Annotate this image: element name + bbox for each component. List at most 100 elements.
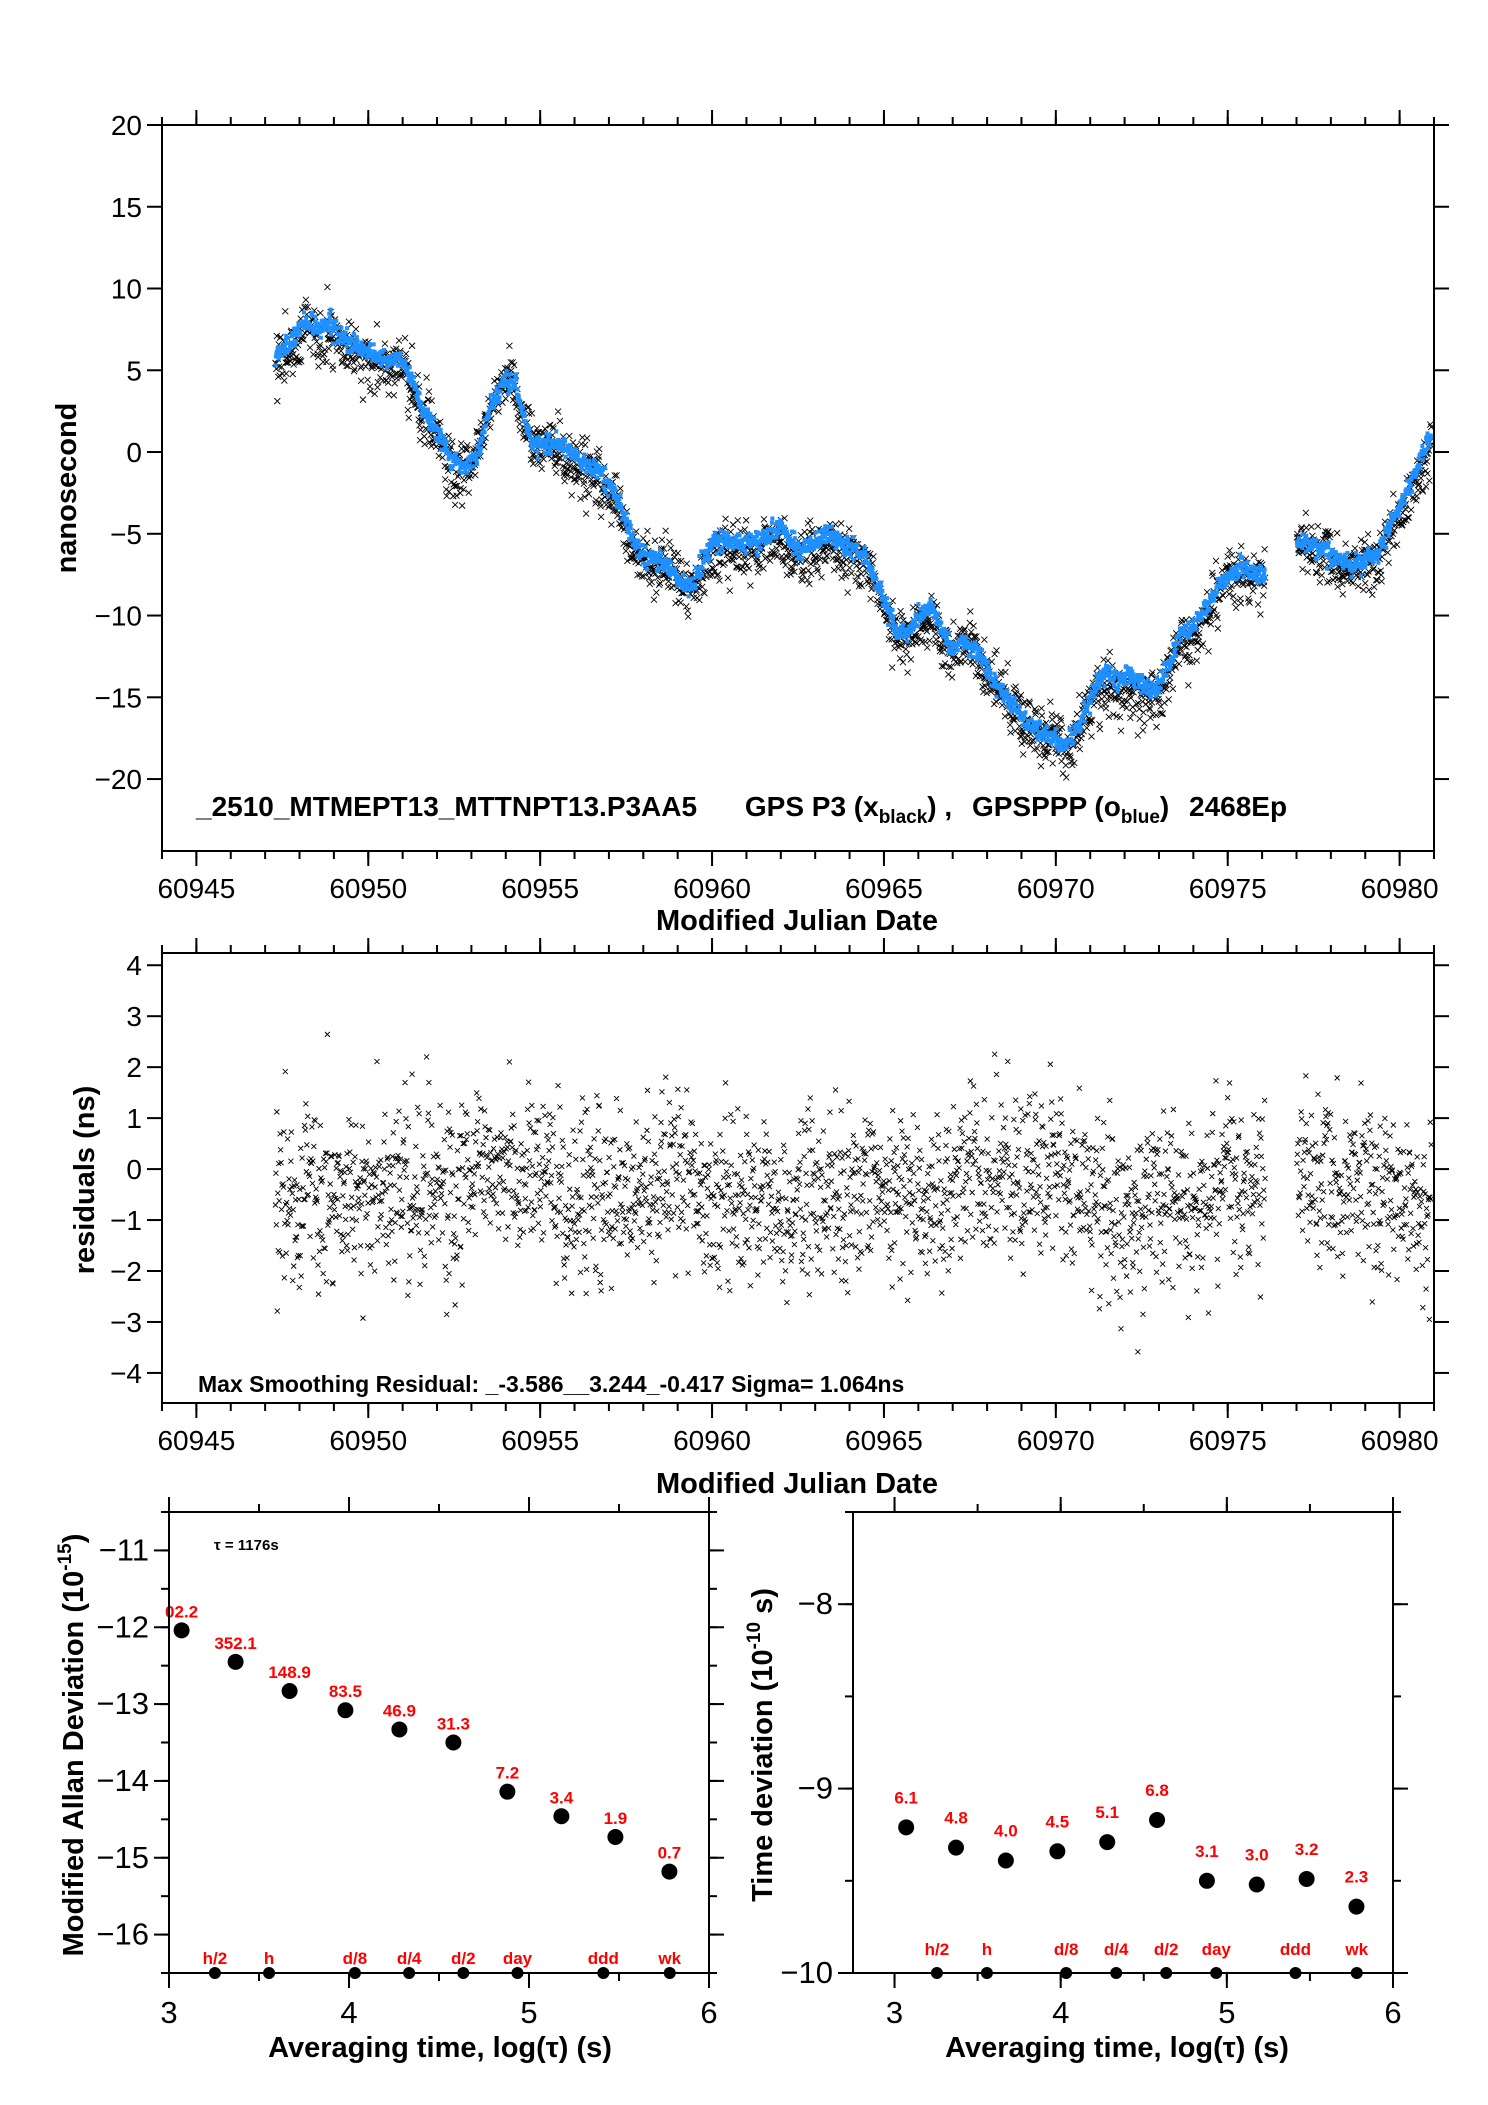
ppp-point — [1046, 737, 1051, 742]
p3-point — [1299, 565, 1306, 573]
p3-point — [945, 671, 952, 678]
p3-point — [552, 469, 560, 477]
ppp-point — [693, 582, 698, 587]
ppp-point — [653, 551, 658, 556]
p3-point — [1407, 506, 1415, 514]
ppp-point — [758, 546, 763, 551]
ppp-point — [1053, 727, 1058, 732]
p3-point — [325, 345, 333, 352]
p3-point — [1377, 571, 1385, 579]
ppp-point — [1263, 575, 1268, 580]
ppp-point — [1082, 719, 1087, 724]
p3-point — [1308, 523, 1315, 531]
p3-point — [1147, 714, 1154, 722]
ppp-point — [912, 619, 917, 624]
x-tick-label: 60960 — [673, 873, 751, 904]
ppp-point — [627, 519, 632, 524]
ppp-point — [304, 315, 309, 320]
x-tick-label: 60965 — [845, 873, 923, 904]
ppp-point — [479, 440, 484, 445]
ppp-point — [279, 353, 284, 358]
p3-point — [1205, 647, 1212, 655]
ppp-point — [794, 551, 799, 556]
ppp-point — [518, 400, 523, 405]
ppp-point — [398, 351, 403, 356]
residual-point — [280, 1184, 287, 1190]
ppp-point — [891, 614, 896, 619]
p3-point — [426, 438, 433, 446]
p3-point — [616, 485, 624, 492]
p3-point — [417, 426, 424, 434]
p3-point — [329, 366, 337, 373]
ppp-point — [731, 546, 736, 551]
ppp-point — [1173, 654, 1178, 659]
x-tick-label: 60975 — [1189, 873, 1267, 904]
p3-point — [1354, 582, 1362, 590]
p3-point — [541, 425, 549, 433]
p3-point — [502, 395, 509, 402]
p3-point — [510, 361, 518, 369]
ppp-point — [707, 556, 712, 561]
ppp-point — [1115, 689, 1120, 694]
x-tick-label: 60980 — [1361, 873, 1439, 904]
p3-point — [1368, 591, 1376, 599]
ppp-point — [832, 539, 837, 544]
p3-point — [1361, 579, 1369, 587]
p3-point — [1185, 681, 1192, 689]
p3-point — [1199, 640, 1207, 648]
ppp-point — [1429, 435, 1434, 440]
p3-point — [384, 379, 392, 386]
ppp-point — [1376, 560, 1381, 565]
p3-point — [1374, 576, 1381, 584]
ppp-point — [1410, 489, 1415, 494]
ppp-point — [994, 694, 999, 699]
ppp-point — [591, 458, 596, 463]
p3-point — [1106, 648, 1114, 656]
ppp-point — [602, 466, 607, 471]
p3-point — [418, 417, 425, 425]
ppp-point — [301, 310, 306, 315]
ppp-point — [792, 530, 797, 535]
p3-point — [696, 596, 703, 604]
ppp-point — [1186, 620, 1191, 625]
ppp-point — [1314, 538, 1319, 543]
ppp-point — [980, 648, 985, 653]
p3-point — [445, 432, 452, 440]
p3-point — [677, 557, 685, 565]
residual-point — [276, 1249, 283, 1255]
p3-point — [608, 521, 615, 528]
p3-point — [297, 357, 305, 365]
p3-point — [1351, 544, 1359, 552]
p3-point — [1062, 774, 1070, 781]
p3-point — [1378, 578, 1385, 585]
p3-point — [441, 476, 449, 483]
ppp-point — [1408, 483, 1413, 488]
ppp-point — [1001, 684, 1006, 689]
residual-point — [273, 1221, 280, 1228]
phase-xlabel: Modified Julian Date — [656, 905, 938, 937]
ppp-point — [536, 435, 541, 440]
p3-point — [367, 387, 374, 395]
ppp-point — [691, 576, 696, 581]
p3-point — [1214, 625, 1222, 632]
p3-point — [683, 560, 691, 568]
p3-point — [675, 557, 682, 565]
ppp-point — [334, 318, 339, 323]
p3-point — [899, 658, 907, 666]
ppp-point — [515, 387, 520, 392]
y-tick-label: 0 — [126, 437, 142, 468]
p3-point — [1153, 723, 1160, 731]
ppp-point — [623, 521, 628, 526]
ppp-point — [520, 405, 525, 410]
ppp-point — [1082, 700, 1087, 705]
p3-point — [374, 378, 382, 386]
p3-point — [282, 370, 290, 377]
p3-point — [1339, 590, 1347, 598]
ppp-point — [1067, 727, 1072, 732]
ppp-point — [1386, 534, 1391, 539]
ppp-point — [354, 335, 359, 340]
y-tick-label: −20 — [95, 764, 143, 795]
p3-point — [319, 358, 327, 366]
p3-point — [373, 320, 381, 328]
ppp-point — [1420, 444, 1425, 449]
